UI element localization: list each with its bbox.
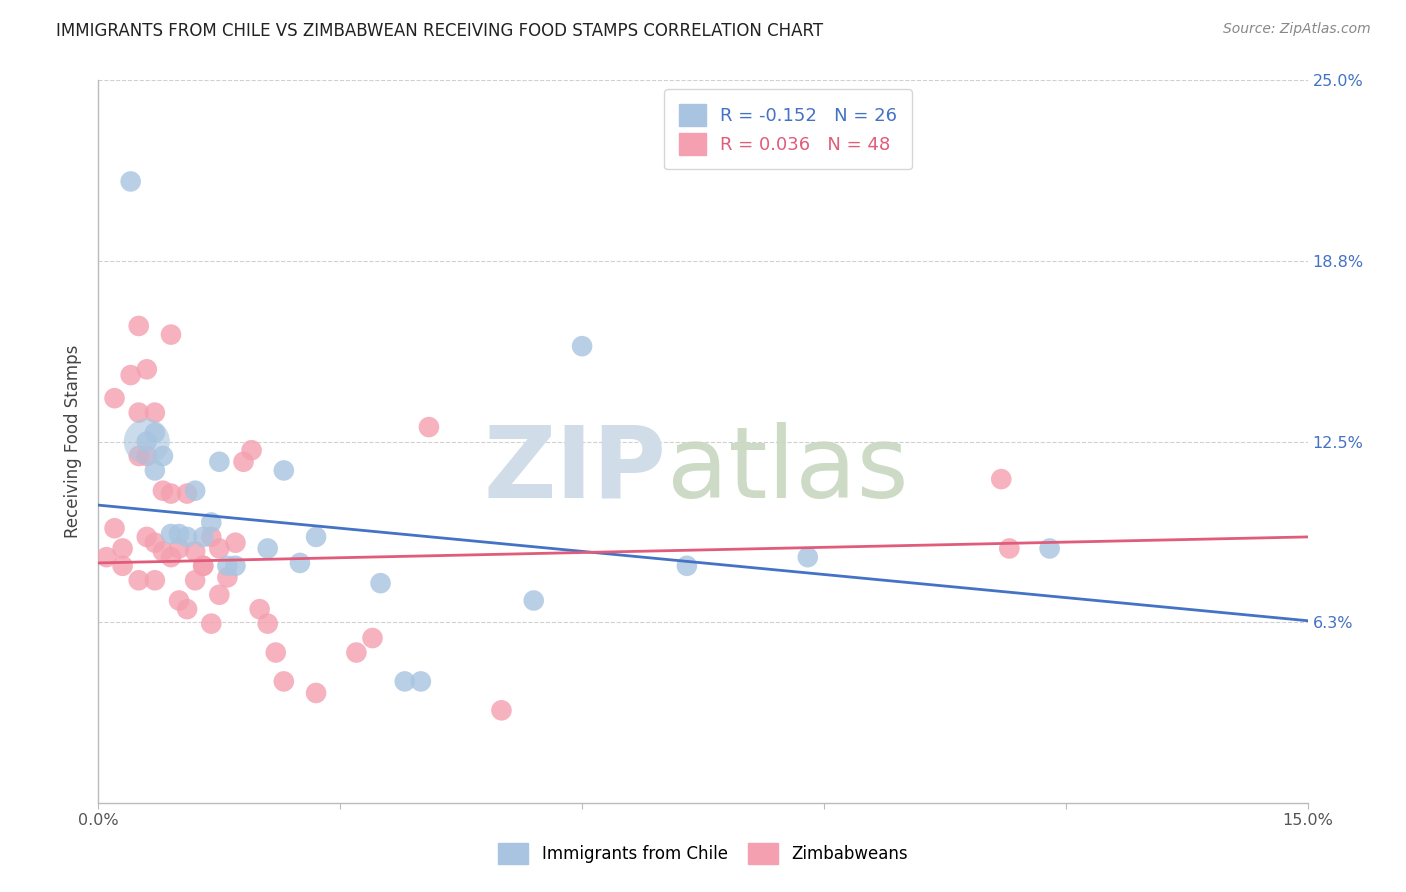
Point [143, 463, 166, 477]
Point [344, 646, 367, 660]
Point [264, 646, 287, 660]
Point [523, 593, 546, 607]
Point [128, 406, 150, 420]
Point [208, 455, 231, 469]
Point [176, 530, 198, 544]
Text: IMMIGRANTS FROM CHILE VS ZIMBABWEAN RECEIVING FOOD STAMPS CORRELATION CHART: IMMIGRANTS FROM CHILE VS ZIMBABWEAN RECE… [56, 22, 824, 40]
Point [1039, 541, 1062, 556]
Point [128, 449, 150, 463]
Point [184, 483, 207, 498]
Point [370, 576, 392, 591]
Point [208, 541, 231, 556]
Point [143, 425, 166, 440]
Point [135, 434, 157, 449]
Point [361, 631, 384, 645]
Point [232, 455, 254, 469]
Point [111, 558, 134, 573]
Legend: R = -0.152   N = 26, R = 0.036   N = 48: R = -0.152 N = 26, R = 0.036 N = 48 [664, 89, 911, 169]
Text: atlas: atlas [666, 422, 908, 519]
Point [193, 530, 215, 544]
Point [96, 550, 118, 565]
Point [120, 368, 142, 382]
Point [103, 391, 125, 405]
Point [200, 516, 222, 530]
Point [273, 463, 295, 477]
Point [491, 703, 513, 717]
Point [676, 558, 699, 573]
Point [135, 362, 157, 376]
Point [111, 541, 134, 556]
Point [990, 472, 1012, 486]
Point [160, 527, 183, 541]
Text: ZIP: ZIP [484, 422, 666, 519]
Point [394, 674, 416, 689]
Point [240, 443, 263, 458]
Point [176, 486, 198, 500]
Point [208, 588, 231, 602]
Point [193, 558, 215, 573]
Point [152, 544, 174, 558]
Point [135, 434, 157, 449]
Legend: Immigrants from Chile, Zimbabweans: Immigrants from Chile, Zimbabweans [492, 837, 914, 871]
Point [224, 535, 246, 549]
Point [135, 530, 157, 544]
Point [288, 556, 311, 570]
Point [135, 449, 157, 463]
Point [273, 674, 295, 689]
Point [167, 541, 190, 556]
Point [167, 593, 190, 607]
Point [184, 574, 207, 588]
Point [160, 486, 183, 500]
Point [249, 602, 271, 616]
Point [305, 530, 328, 544]
Point [256, 541, 278, 556]
Point [143, 535, 166, 549]
Point [176, 602, 198, 616]
Point [797, 550, 820, 565]
Point [409, 674, 432, 689]
Point [152, 449, 174, 463]
Point [152, 483, 174, 498]
Point [128, 574, 150, 588]
Point [571, 339, 593, 353]
Point [143, 406, 166, 420]
Point [160, 550, 183, 565]
Point [217, 558, 239, 573]
Point [998, 541, 1021, 556]
Point [167, 527, 190, 541]
Point [184, 544, 207, 558]
Text: Source: ZipAtlas.com: Source: ZipAtlas.com [1223, 22, 1371, 37]
Point [128, 318, 150, 333]
Point [217, 570, 239, 584]
Y-axis label: Receiving Food Stamps: Receiving Food Stamps [65, 345, 83, 538]
Point [256, 616, 278, 631]
Point [160, 327, 183, 342]
Point [305, 686, 328, 700]
Point [200, 616, 222, 631]
Point [193, 558, 215, 573]
Point [103, 521, 125, 535]
Point [143, 574, 166, 588]
Point [224, 558, 246, 573]
Point [120, 174, 142, 188]
Point [418, 420, 440, 434]
Point [200, 530, 222, 544]
